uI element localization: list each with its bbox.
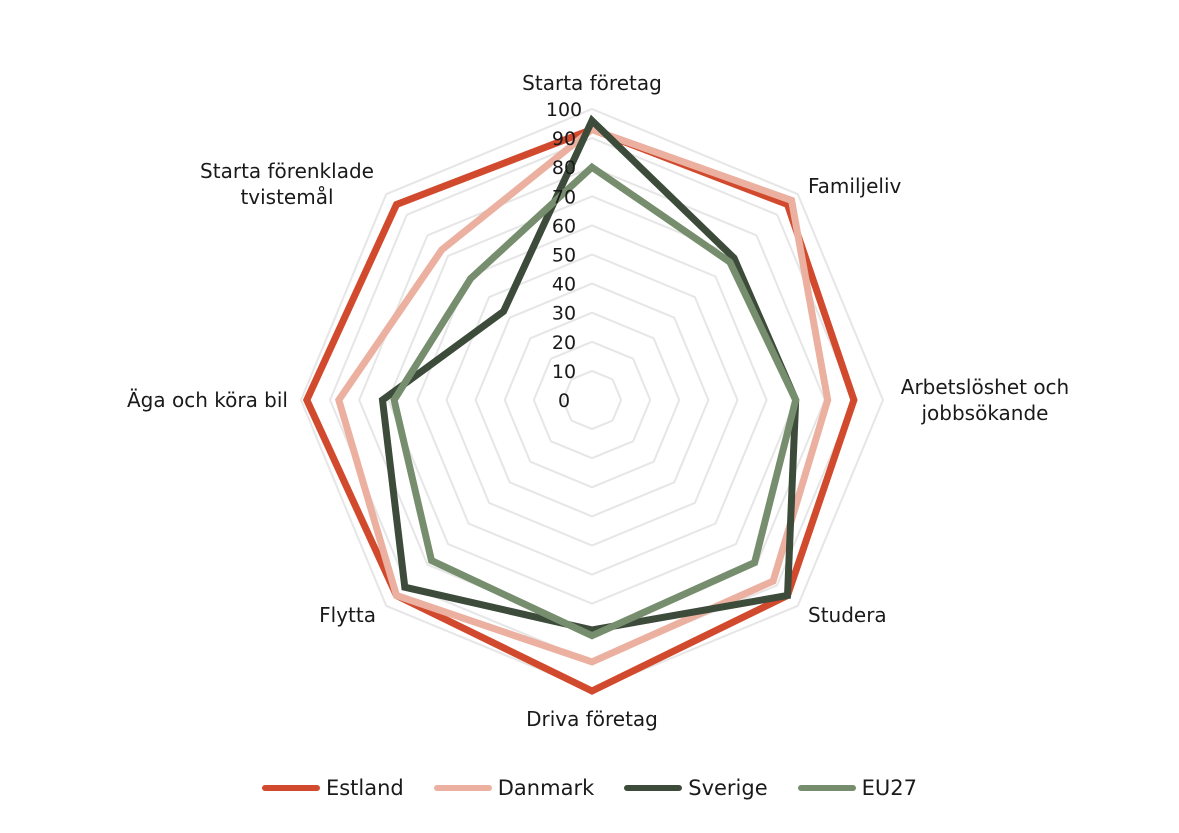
grid-ring-30 [503, 311, 681, 489]
grid-ring-60 [416, 224, 768, 576]
tick-label-0: 0 [558, 390, 570, 412]
axis-label-1: Starta företag [522, 71, 662, 95]
series-danmark-line [334, 125, 832, 666]
legend-label: Sverige [688, 776, 768, 800]
series-eu27-line [390, 162, 800, 640]
legend-swatch [261, 785, 320, 791]
radar-series [302, 114, 858, 695]
axis-label-4: Studera [808, 603, 887, 627]
grid-ring-50 [445, 253, 739, 547]
tick-label-10: 10 [552, 361, 576, 383]
grid-ring-10 [561, 369, 623, 431]
axis-label-2: Familjeliv [808, 174, 901, 198]
tick-label-60: 60 [552, 215, 576, 237]
tick-label-70: 70 [552, 186, 576, 208]
legend-label: Danmark [497, 776, 595, 800]
legend-item-estland: Estland [261, 776, 404, 800]
series-sverige-line [378, 114, 800, 634]
tick-label-50: 50 [552, 245, 576, 267]
axis-labels: Starta företag Familjeliv Arbetslöshet och… [127, 71, 1069, 731]
axis-label-8: Starta förenklade tvistemål [200, 159, 374, 209]
tick-label-20: 20 [552, 332, 576, 354]
tick-label-80: 80 [552, 157, 576, 179]
legend-item-eu27: EU27 [797, 776, 918, 800]
legend-item-sverige: Sverige [624, 776, 768, 800]
legend-label: EU27 [861, 776, 918, 800]
legend-swatch [433, 785, 492, 791]
legend-swatch [624, 785, 683, 791]
axis-label-5: Driva företag [526, 707, 658, 731]
tick-label-100: 100 [546, 99, 582, 121]
legend: Estland Danmark Sverige EU27 [0, 776, 1179, 800]
grid-ring-40 [474, 282, 710, 518]
axis-label-3: Arbetslöshet och jobbsökande [901, 375, 1069, 425]
tick-label-90: 90 [552, 128, 576, 150]
grid-ring-20 [532, 340, 652, 460]
legend-label: Estland [325, 776, 404, 800]
axis-label-6: Flytta [319, 603, 376, 627]
radial-tick-labels: 0 10 20 30 40 50 60 70 80 90 100 [546, 99, 582, 412]
tick-label-30: 30 [552, 303, 576, 325]
axis-label-7: Äga och köra bil [127, 388, 288, 412]
tick-label-40: 40 [552, 274, 576, 296]
legend-item-danmark: Danmark [433, 776, 595, 800]
legend-swatch [797, 785, 856, 791]
series-estland-line [302, 125, 858, 695]
